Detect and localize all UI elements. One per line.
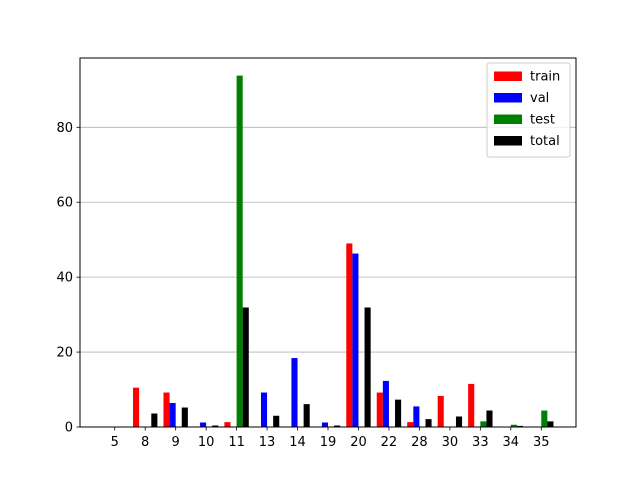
y-gridlines: [80, 126, 576, 353]
y-tick-label: 80: [56, 121, 73, 136]
x-tick-label: 5: [111, 435, 119, 450]
legend-swatch-total: [494, 136, 522, 146]
bar-total-34: [516, 425, 523, 427]
bar-val-28: [413, 406, 420, 427]
x-tick-label: 20: [350, 435, 367, 450]
x-tick-label: 30: [442, 435, 459, 450]
bar-total-30: [455, 416, 463, 427]
legend-label-test: test: [530, 113, 555, 128]
bar-train-22: [376, 392, 383, 427]
bar-total-22: [395, 399, 402, 427]
bar-total-35: [547, 421, 554, 427]
x-tick-label: 19: [320, 435, 337, 450]
bar-val-20: [352, 253, 359, 427]
x-tick-label: 11: [228, 435, 245, 450]
legend-box: [486, 62, 571, 158]
legend-label-total: total: [530, 134, 560, 149]
x-tick-label: 10: [198, 435, 215, 450]
bar-train-8: [133, 387, 140, 427]
y-tick-label: 60: [56, 196, 73, 211]
y-tick-label: 20: [56, 346, 73, 361]
legend-swatch-test: [494, 114, 522, 124]
bar-test-33: [480, 421, 487, 427]
bar-total-28: [425, 419, 432, 427]
bar-train-9: [163, 392, 170, 427]
bar-train-30: [437, 395, 444, 427]
bar-val-19: [321, 422, 328, 427]
axis-ticks: 0 20 40 60 80 5 8 9 10 11 13 14 19 20 22 28 30 33 34 35: [56, 121, 549, 450]
bar-val-14: [291, 358, 298, 427]
bar-total-9: [181, 407, 188, 427]
bars: [133, 75, 554, 427]
bar-total-14: [303, 404, 310, 427]
bar-total-33: [486, 410, 493, 427]
bar-total-8: [151, 413, 158, 427]
y-tick-label: 0: [65, 421, 73, 436]
bar-test-34: [510, 424, 517, 427]
x-tick-label: 28: [411, 435, 428, 450]
bar-val-9: [169, 403, 176, 427]
bar-total-13: [273, 415, 280, 427]
bar-val-22: [382, 380, 389, 427]
x-tick-label: 33: [472, 435, 489, 450]
legend: train val test total: [486, 62, 571, 158]
legend-label-train: train: [530, 70, 560, 85]
bar-total-11: [242, 307, 249, 427]
bar-val-10: [200, 422, 207, 427]
bar-test-11: [236, 75, 243, 427]
x-tick-label: 22: [381, 435, 398, 450]
bar-train-33: [468, 383, 475, 427]
x-tick-label: 9: [172, 435, 180, 450]
y-tick-label: 40: [56, 271, 73, 286]
legend-swatch-train: [494, 71, 522, 81]
x-tick-label: 35: [533, 435, 550, 450]
legend-swatch-val: [494, 93, 522, 103]
bar-train-28: [407, 422, 414, 427]
x-tick-label: 34: [503, 435, 520, 450]
bar-total-20: [364, 307, 371, 427]
bar-train-20: [346, 243, 353, 427]
bar-total-10: [212, 425, 219, 427]
legend-label-val: val: [530, 91, 549, 106]
bar-total-19: [334, 425, 341, 427]
x-tick-label: 14: [289, 435, 306, 450]
bar-train-11: [224, 422, 231, 427]
bar-val-13: [260, 392, 268, 427]
x-tick-label: 8: [141, 435, 149, 450]
x-tick-label: 13: [259, 435, 276, 450]
bar-test-35: [541, 410, 548, 427]
